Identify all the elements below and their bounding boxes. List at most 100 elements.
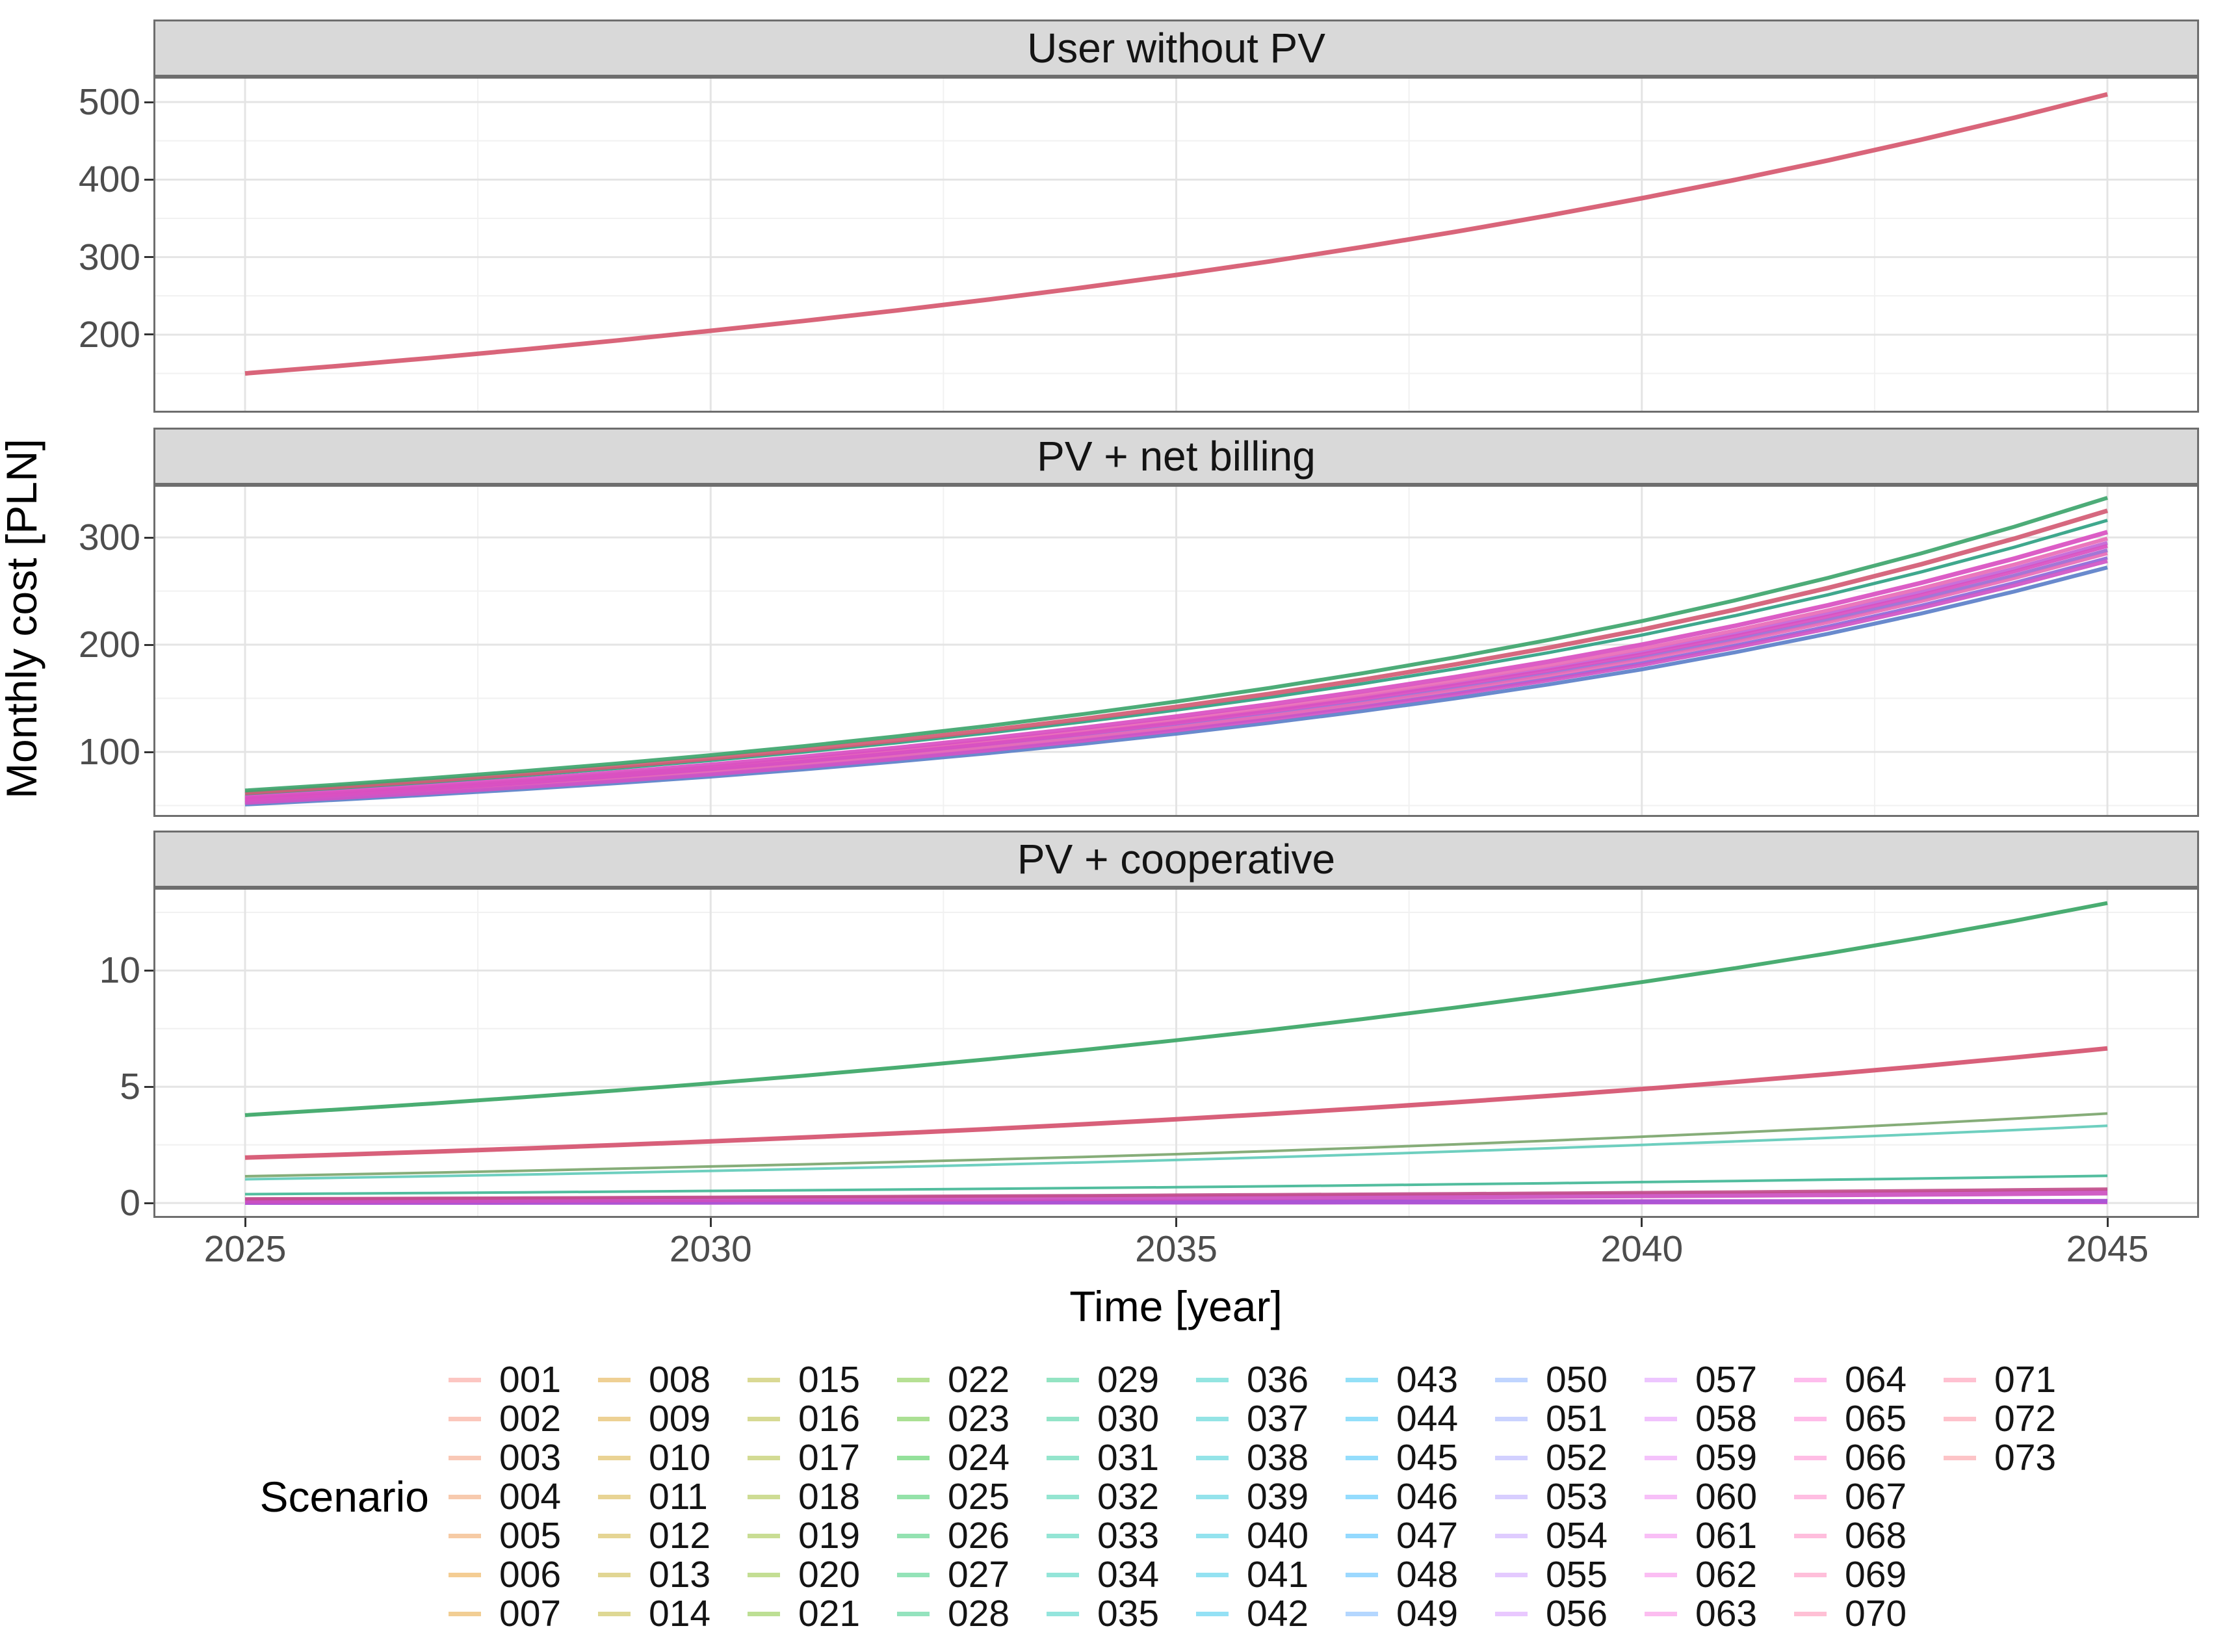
legend-item-label: 034: [1097, 1554, 1160, 1595]
y-tick-label: 200: [78, 313, 140, 355]
legend-key-swatch: [748, 1572, 780, 1577]
legend-item-label: 019: [798, 1515, 861, 1556]
legend-item-label: 065: [1845, 1398, 1907, 1439]
legend-key-swatch: [1196, 1455, 1229, 1460]
legend-key-swatch: [1346, 1494, 1378, 1499]
legend-key-swatch: [1794, 1572, 1827, 1577]
legend-key-swatch: [1346, 1611, 1378, 1616]
legend-item-label: 029: [1097, 1359, 1160, 1400]
legend-key-swatch: [1794, 1611, 1827, 1616]
y-tick-label: 10: [99, 949, 140, 992]
legend-item-label: 008: [649, 1359, 711, 1400]
legend-key-swatch: [1645, 1494, 1677, 1499]
legend-key-swatch: [598, 1533, 631, 1538]
legend-key-swatch: [1047, 1611, 1079, 1616]
legend-item-label: 020: [798, 1554, 861, 1595]
legend-key-swatch: [1645, 1572, 1677, 1577]
legend-item-label: 015: [798, 1359, 861, 1400]
legend-key-swatch: [1794, 1416, 1827, 1421]
legend-key-swatch: [449, 1377, 481, 1382]
facet-panel: [153, 888, 2199, 1218]
legend-item-label: 031: [1097, 1437, 1160, 1478]
legend-item-label: 021: [798, 1593, 861, 1634]
legend-item-label: 007: [499, 1593, 562, 1634]
legend-item-label: 002: [499, 1398, 562, 1439]
legend-item-label: 028: [948, 1593, 1010, 1634]
legend-item-label: 047: [1396, 1515, 1459, 1556]
legend-item-label: 039: [1247, 1476, 1309, 1517]
legend-key-swatch: [897, 1455, 930, 1460]
legend-item-label: 027: [948, 1554, 1010, 1595]
legend-item-label: 050: [1546, 1359, 1608, 1400]
legend-key-swatch: [1794, 1377, 1827, 1382]
x-tick-mark: [1641, 1218, 1643, 1227]
legend-key-swatch: [1047, 1533, 1079, 1538]
legend-item-label: 022: [948, 1359, 1010, 1400]
legend-item-label: 037: [1247, 1398, 1309, 1439]
x-tick-label: 2030: [669, 1228, 752, 1270]
legend-key-swatch: [1196, 1572, 1229, 1577]
series-line-coop-sage: [244, 1112, 2108, 1178]
series-line-coop-teal: [244, 1174, 2108, 1196]
legend-item-label: 048: [1396, 1554, 1459, 1595]
legend-key-swatch: [1495, 1494, 1528, 1499]
x-tick-label: 2040: [1600, 1228, 1684, 1270]
facet-strip-title: PV + net billing: [1037, 433, 1316, 480]
x-axis-title: Time [year]: [1069, 1282, 1283, 1330]
legend-key-swatch: [1047, 1494, 1079, 1499]
legend-item-label: 004: [499, 1476, 562, 1517]
y-tick-mark: [144, 101, 153, 103]
legend-key-swatch: [748, 1533, 780, 1538]
legend-item-label: 043: [1396, 1359, 1459, 1400]
legend-item-label: 024: [948, 1437, 1010, 1478]
y-tick-mark: [144, 178, 153, 181]
legend-item-label: 044: [1396, 1398, 1459, 1439]
series-line-bundle-blue: [244, 565, 2108, 807]
legend-key-swatch: [1346, 1377, 1378, 1382]
facet-panel: [153, 485, 2199, 817]
legend-item-label: 073: [1994, 1437, 2057, 1478]
legend-item-label: 051: [1546, 1398, 1608, 1439]
legend-item-label: 026: [948, 1515, 1010, 1556]
series-line-coop-cyan: [244, 1124, 2108, 1181]
legend-item-label: 064: [1845, 1359, 1907, 1400]
legend-key-swatch: [1645, 1455, 1677, 1460]
y-tick-label: 0: [120, 1182, 140, 1224]
legend-item-label: 012: [649, 1515, 711, 1556]
legend-key-swatch: [1196, 1416, 1229, 1421]
legend-key-swatch: [1495, 1533, 1528, 1538]
series-line-coop-magenta: [244, 1189, 2108, 1204]
legend-item-label: 040: [1247, 1515, 1309, 1556]
y-tick-mark: [144, 333, 153, 336]
legend-key-swatch: [1794, 1533, 1827, 1538]
legend-key-swatch: [748, 1377, 780, 1382]
legend-key-swatch: [897, 1416, 930, 1421]
legend-item-label: 059: [1695, 1437, 1758, 1478]
legend-item-label: 006: [499, 1554, 562, 1595]
y-tick-mark: [144, 751, 153, 753]
legend-item-label: 010: [649, 1437, 711, 1478]
y-tick-mark: [144, 643, 153, 646]
y-tick-mark: [144, 1085, 153, 1088]
series-line-coop-green: [244, 901, 2108, 1117]
legend-key-swatch: [449, 1416, 481, 1421]
legend-key-swatch: [1047, 1572, 1079, 1577]
legend-item-label: 013: [649, 1554, 711, 1595]
facet-strip: PV + cooperative: [153, 831, 2199, 888]
series-line-bundle-crimson: [244, 508, 2109, 795]
legend-item-label: 063: [1695, 1593, 1758, 1634]
legend-item-label: 066: [1845, 1437, 1907, 1478]
y-tick-mark: [144, 969, 153, 972]
legend-item-label: 057: [1695, 1359, 1758, 1400]
facet-strip: User without PV: [153, 19, 2199, 77]
series-line-bundle-magenta-2: [244, 544, 2108, 802]
legend-key-swatch: [1645, 1416, 1677, 1421]
y-tick-label: 400: [78, 159, 140, 201]
x-tick-label: 2045: [2066, 1228, 2149, 1270]
y-tick-label: 300: [78, 236, 140, 278]
x-tick-label: 2035: [1135, 1228, 1218, 1270]
legend-key-swatch: [1196, 1533, 1229, 1538]
legend-item-label: 068: [1845, 1515, 1907, 1556]
legend-key-swatch: [598, 1494, 631, 1499]
legend-key-swatch: [1645, 1533, 1677, 1538]
